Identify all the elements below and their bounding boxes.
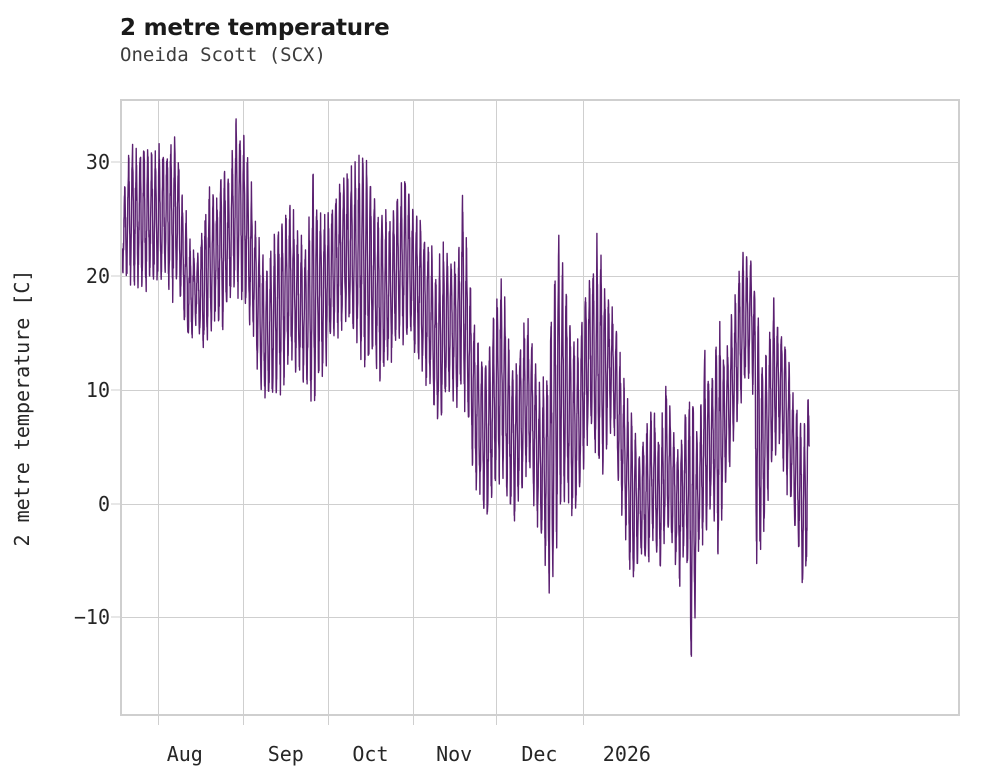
gridline-horizontal	[122, 276, 958, 278]
x-tick-label: Sep	[267, 742, 304, 766]
y-tick-label: 20	[85, 264, 110, 289]
y-axis-label: 2 metre temperature [C]	[10, 269, 34, 546]
y-tick-mark	[111, 161, 120, 163]
y-axis-label-container: 2 metre temperature [C]	[0, 99, 44, 716]
page-title: 2 metre temperature	[120, 15, 390, 41]
chart-subtitle: Oneida Scott (SCX)	[120, 44, 326, 66]
temperature-series-path	[122, 118, 810, 657]
gridline-horizontal	[122, 617, 958, 619]
y-tick-label: 0	[97, 491, 110, 516]
y-tick-label: 10	[85, 377, 110, 402]
x-tick-mark	[495, 716, 497, 725]
x-tick-label: 2026	[602, 742, 651, 766]
x-tick-label: Dec	[521, 742, 558, 766]
x-tick-label: Aug	[166, 742, 203, 766]
x-tick-mark	[157, 716, 159, 725]
y-axis-tick-labels: −10 0 10 20 30	[44, 99, 120, 716]
y-tick-label: −10	[73, 605, 110, 630]
plot-area	[120, 99, 960, 716]
y-tick-mark	[111, 389, 120, 391]
x-tick-label: Oct	[352, 742, 389, 766]
y-tick-mark	[111, 275, 120, 277]
x-tick-label: Nov	[436, 742, 473, 766]
title-block: 2 metre temperature Oneida Scott (SCX)	[120, 14, 960, 68]
gridline-vertical	[157, 101, 159, 714]
x-tick-mark	[412, 716, 414, 725]
y-tick-label: 30	[85, 150, 110, 175]
gridline-vertical	[328, 101, 330, 714]
gridline-vertical	[412, 101, 414, 714]
x-tick-mark	[583, 716, 585, 725]
temperature-series	[122, 118, 810, 657]
gridline-vertical	[243, 101, 245, 714]
x-tick-mark	[328, 716, 330, 725]
gridline-horizontal	[122, 503, 958, 505]
x-tick-mark	[243, 716, 245, 725]
data-layer	[122, 101, 958, 714]
x-axis-tick-labels: Aug Sep Oct Nov Dec 2026	[120, 716, 960, 776]
gridline-horizontal	[122, 162, 958, 164]
y-tick-mark	[111, 616, 120, 618]
y-tick-mark	[111, 503, 120, 505]
